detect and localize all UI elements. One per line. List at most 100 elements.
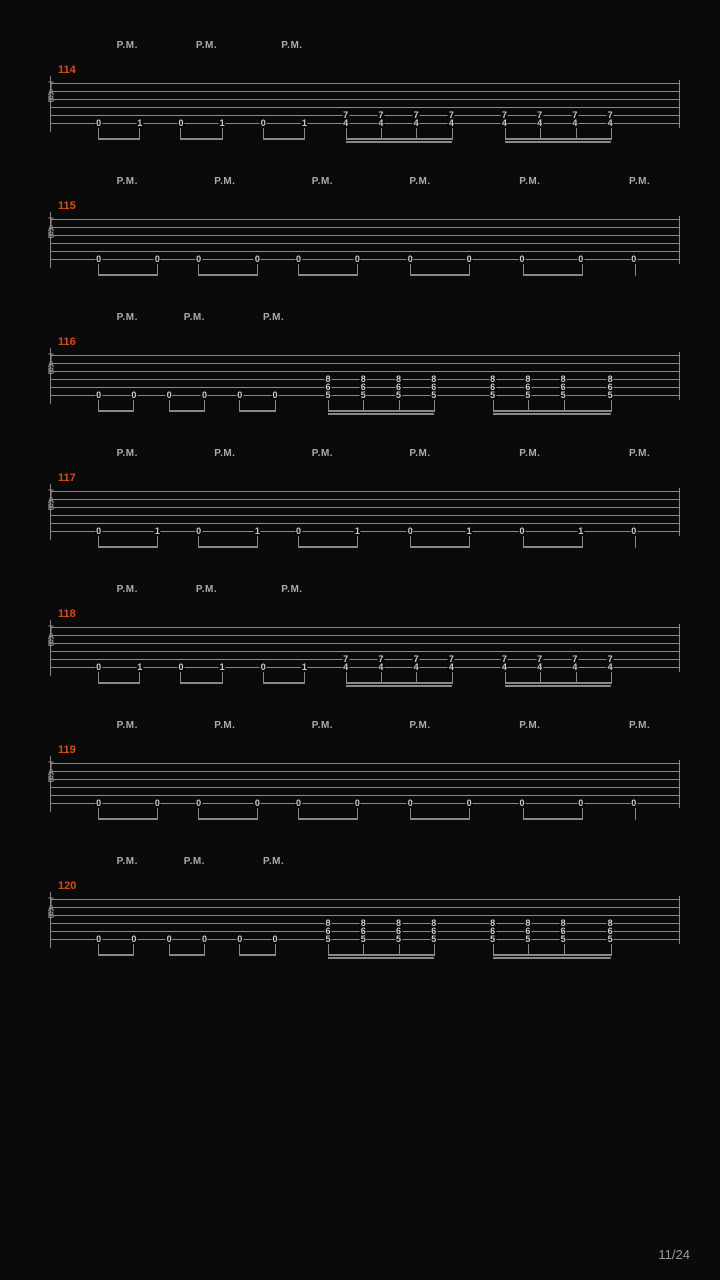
pm-label: P.M. [629, 448, 650, 459]
stem [635, 808, 636, 820]
beam [98, 546, 157, 548]
fret-number: 0 [260, 119, 267, 128]
beam [505, 682, 611, 684]
stem [275, 944, 276, 956]
beam [198, 818, 257, 820]
fret-number: 5 [430, 391, 437, 400]
pm-label: P.M. [263, 312, 284, 323]
fret-number: 0 [95, 255, 102, 264]
beam-secondary [505, 141, 611, 143]
beam-secondary [328, 413, 434, 415]
fret-number: 0 [236, 935, 243, 944]
fret-number: 4 [448, 663, 455, 672]
fret-number: 5 [524, 391, 531, 400]
beam [169, 954, 204, 956]
staff-wrap: TAB0101017474747474747474 [50, 624, 680, 672]
stems-layer [80, 264, 670, 282]
beam [410, 274, 469, 276]
fret-number: 4 [413, 119, 420, 128]
measure-block: P.M.P.M.P.M.118TAB0101017474747474747474 [30, 584, 690, 672]
fret-number: 4 [413, 663, 420, 672]
staff-wrap: TAB000000865865865865865865865865 [50, 352, 680, 400]
stems-layer [80, 672, 670, 690]
fret-number: 1 [466, 527, 473, 536]
measure-number: 120 [58, 880, 690, 892]
tab-staff: 00000000000 [50, 760, 680, 808]
fret-number: 4 [342, 663, 349, 672]
beam [180, 682, 221, 684]
stem [469, 536, 470, 548]
stems-layer [80, 944, 670, 962]
beam [298, 546, 357, 548]
notes-layer: 0101017474747474747474 [81, 80, 669, 128]
stems-layer [80, 808, 670, 826]
staff-wrap: TAB01010101010 [50, 488, 680, 536]
fret-number: 0 [201, 391, 208, 400]
beam-secondary [328, 957, 434, 959]
fret-number: 0 [407, 255, 414, 264]
stems-layer [80, 536, 670, 554]
fret-number: 5 [489, 391, 496, 400]
fret-number: 5 [560, 935, 567, 944]
pm-row: P.M.P.M.P.M. [80, 584, 690, 602]
stem [357, 264, 358, 276]
stem [222, 672, 223, 684]
stem [582, 536, 583, 548]
stem [582, 808, 583, 820]
tab-page: P.M.P.M.P.M.114TAB0101017474747474747474… [0, 0, 720, 1012]
stem [452, 128, 453, 140]
stem [257, 808, 258, 820]
fret-number: 0 [195, 799, 202, 808]
fret-number: 0 [630, 527, 637, 536]
stem [139, 128, 140, 140]
fret-number: 0 [154, 799, 161, 808]
fret-number: 5 [360, 391, 367, 400]
stem [204, 400, 205, 412]
pm-label: P.M. [312, 720, 333, 731]
staff-wrap: TAB00000000000 [50, 216, 680, 264]
stem [257, 536, 258, 548]
notes-layer: 00000000000 [81, 760, 669, 808]
beam [98, 682, 139, 684]
measure-number: 115 [58, 200, 690, 212]
fret-number: 0 [295, 799, 302, 808]
fret-number: 4 [607, 663, 614, 672]
beam-secondary [346, 685, 452, 687]
pm-label: P.M. [312, 448, 333, 459]
pm-label: P.M. [519, 720, 540, 731]
fret-number: 0 [630, 255, 637, 264]
fret-number: 0 [254, 255, 261, 264]
pm-label: P.M. [184, 312, 205, 323]
fret-number: 4 [377, 663, 384, 672]
beam [328, 410, 434, 412]
beam [98, 274, 157, 276]
fret-number: 0 [272, 391, 279, 400]
measure-block: P.M.P.M.P.M.116TAB0000008658658658658658… [30, 312, 690, 400]
fret-number: 0 [95, 527, 102, 536]
beam [505, 138, 611, 140]
pm-label: P.M. [196, 584, 217, 595]
stem [304, 672, 305, 684]
stem [357, 808, 358, 820]
pm-row: P.M.P.M.P.M.P.M.P.M.P.M. [80, 720, 690, 738]
pm-label: P.M. [117, 312, 138, 323]
pm-label: P.M. [409, 176, 430, 187]
fret-number: 1 [154, 527, 161, 536]
beam [263, 138, 304, 140]
fret-number: 4 [501, 663, 508, 672]
stem [611, 400, 612, 412]
stem [611, 672, 612, 684]
beam-secondary [505, 685, 611, 687]
fret-number: 0 [577, 255, 584, 264]
fret-number: 0 [577, 799, 584, 808]
fret-number: 0 [354, 255, 361, 264]
beam [169, 410, 204, 412]
fret-number: 0 [354, 799, 361, 808]
fret-number: 0 [518, 799, 525, 808]
stem [133, 400, 134, 412]
fret-number: 4 [448, 119, 455, 128]
fret-number: 4 [571, 663, 578, 672]
beam [263, 682, 304, 684]
fret-number: 5 [360, 935, 367, 944]
pm-row: P.M. P.M. P.M. [80, 312, 690, 330]
